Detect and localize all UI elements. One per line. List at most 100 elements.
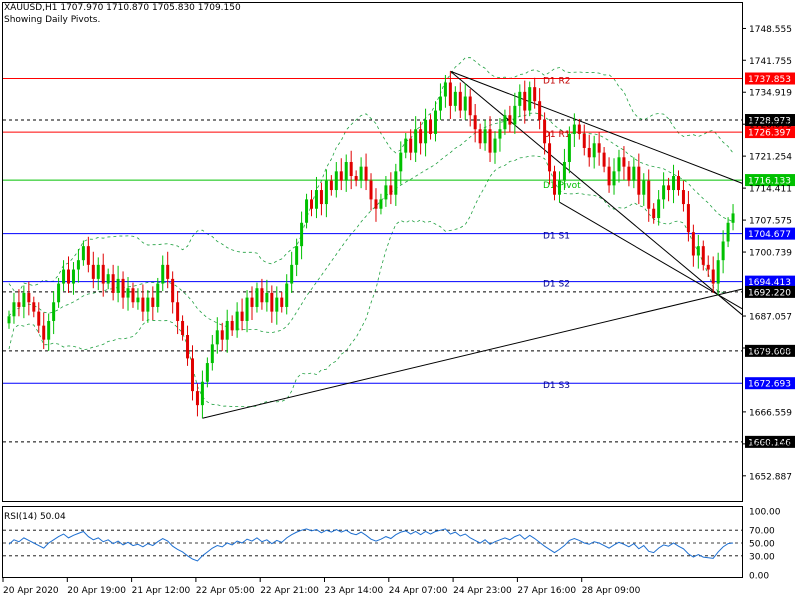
rsi-plot-frame [2,506,743,578]
candle-body [62,269,66,284]
candle [681,180,685,212]
candle [290,251,294,293]
candle [617,149,621,183]
candle-body [543,119,547,144]
candle [627,161,631,187]
pivot-price-tag [745,174,795,187]
candle-body [210,344,214,364]
candle [121,271,125,309]
candle [324,169,328,218]
candle-body [374,199,378,209]
candle [7,310,11,329]
candle-body [67,269,71,284]
candle-body [290,264,294,284]
bollinger-lower [8,155,734,407]
candle-body [359,166,363,181]
price-tick-label: 1700.739 [749,249,792,259]
candle [409,129,413,161]
pivot-price-tag [745,275,795,288]
candle-body [662,185,666,200]
time-tick-label: 24 Apr 23:00 [453,586,512,596]
candle-body [319,190,323,205]
candle-body [553,171,557,195]
level-price-value: 1660.146 [748,438,791,448]
candle [151,286,155,321]
candle-body [488,129,492,153]
candle [359,157,363,189]
candle [652,203,656,224]
time-tick-label: 28 Apr 09:00 [582,586,641,596]
candle-body [181,320,185,335]
candle [553,165,557,201]
candle [37,302,41,334]
candle [453,86,457,112]
candle-body [339,171,343,181]
pivot-price-value: 1737.853 [748,75,791,85]
candle [245,290,249,333]
candle [131,282,135,308]
candle [260,278,264,310]
time-tick-label: 20 Apr 19:00 [67,586,126,596]
candle-body [300,222,304,247]
candle-body [483,129,487,144]
level-price-tag [745,435,795,448]
candle [62,260,66,292]
candle-body [706,264,710,270]
candle [126,277,130,311]
candle [146,290,150,323]
candle [334,161,338,198]
candle-body [225,320,229,340]
candle [81,240,85,266]
pivot-price-tag [745,377,795,390]
candle-body [681,190,685,205]
candle [141,284,145,321]
pivot-label: D1 R2 [543,77,571,87]
candle [562,148,566,191]
candle-body [548,143,552,172]
candle-body [52,302,56,321]
candle [354,170,358,187]
candle [513,92,517,134]
candle [448,71,452,119]
candle-body [7,316,11,324]
candle [716,252,720,295]
pivot-price-tag [745,126,795,139]
candle [205,357,209,388]
candle [384,176,388,207]
candle-body [310,199,314,209]
candle [438,83,442,120]
candle-body [443,82,447,97]
candle [52,291,56,335]
candle-body [592,143,596,158]
pivot-label: D1 S2 [543,280,570,290]
candle-body [389,185,393,195]
pivot-label: D1 R1 [543,130,571,140]
level-price-tag [745,114,795,127]
candle-body [190,358,194,392]
candle [637,153,641,205]
candle [592,135,596,169]
candle-body [200,381,204,406]
candle [339,158,343,191]
price-tick-label: 1659.719 [749,440,792,450]
candle-body [235,311,239,331]
rsi-tick-label: 70.00 [749,527,775,537]
pivot-price-tag [745,227,795,240]
rsi-tick-label: 100.00 [749,508,781,518]
candle-body [602,152,606,167]
candle [255,282,259,313]
candle-body [305,199,309,223]
candle-body [379,199,383,209]
candle-body [562,161,566,181]
candle [116,265,120,303]
candle [443,75,447,108]
candle-body [280,297,284,307]
candle-body [161,264,165,284]
candle-body [513,105,517,125]
candle [543,112,547,155]
candle-body [126,288,130,298]
candle [210,335,214,371]
candle [572,113,576,148]
candle [305,193,309,229]
candle [488,116,492,162]
